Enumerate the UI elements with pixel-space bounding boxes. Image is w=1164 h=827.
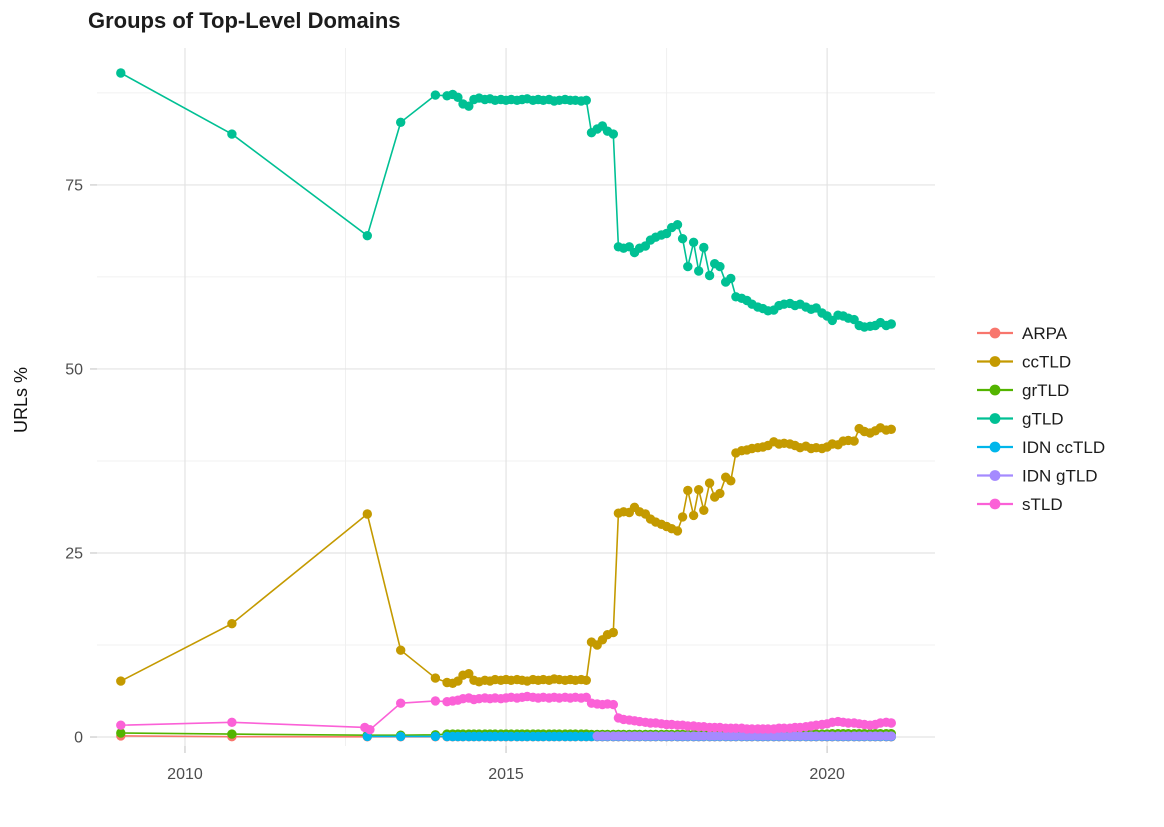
axis-labels: 0 25 50 75 2010 2015 2020	[65, 177, 845, 783]
data-point	[227, 729, 237, 739]
series-gtld	[116, 68, 896, 332]
data-point	[715, 261, 725, 272]
legend-key-dot	[989, 356, 1001, 367]
legend: ARPA ccTLD grTLD gTLD IDN ccTLD IDN gTLD sTLD	[977, 324, 1105, 514]
data-point	[430, 90, 441, 100]
legend-item-cctld: ccTLD	[977, 353, 1071, 372]
series-cctld	[116, 423, 896, 688]
data-point	[362, 231, 372, 241]
data-point	[464, 669, 474, 679]
legend-item-stld: sTLD	[977, 495, 1063, 514]
data-point	[608, 699, 618, 710]
data-point	[227, 129, 237, 139]
chart-title: Groups of Top-Level Domains	[88, 8, 401, 33]
legend-label: gTLD	[1022, 410, 1064, 429]
axis-ticks	[90, 184, 828, 753]
data-point	[430, 731, 441, 742]
x-tick-label: 2015	[488, 766, 524, 783]
data-point	[396, 117, 406, 128]
x-tick-label: 2020	[809, 766, 845, 783]
data-point	[715, 488, 725, 499]
data-point	[677, 512, 688, 522]
data-point	[886, 424, 896, 434]
data-point	[694, 485, 704, 495]
y-axis-title: URLs %	[11, 367, 31, 433]
legend-item-grtld: grTLD	[977, 381, 1069, 400]
data-point	[430, 673, 441, 683]
data-point	[688, 510, 699, 521]
y-tick-label: 0	[74, 730, 83, 747]
data-point	[396, 698, 406, 708]
data-point	[116, 68, 126, 78]
data-point	[886, 731, 896, 741]
data-point	[453, 92, 463, 103]
legend-key-dot	[989, 470, 1001, 481]
data-point	[677, 234, 688, 244]
data-point	[464, 101, 474, 111]
legend-item-gtld: gTLD	[977, 410, 1064, 429]
data-point	[581, 95, 591, 106]
data-point	[396, 731, 406, 742]
data-point	[699, 505, 709, 515]
y-tick-label: 25	[65, 545, 83, 562]
legend-label: ccTLD	[1022, 353, 1071, 372]
data-point	[608, 129, 618, 139]
series-layer	[116, 68, 896, 742]
legend-key-dot	[989, 498, 1001, 510]
data-point	[116, 676, 126, 686]
data-point	[699, 242, 709, 253]
legend-item-idn-gtld: IDN gTLD	[977, 467, 1098, 486]
legend-item-arpa: ARPA	[977, 324, 1068, 343]
data-point	[362, 509, 372, 519]
data-point	[227, 717, 237, 727]
gridlines	[97, 48, 935, 746]
data-point	[672, 526, 683, 536]
data-point	[683, 485, 693, 496]
y-tick-label: 50	[65, 361, 83, 378]
data-point	[430, 696, 441, 706]
legend-label: ARPA	[1022, 324, 1068, 343]
legend-key-dot	[989, 327, 1001, 339]
data-point	[726, 476, 736, 486]
data-point	[704, 270, 715, 281]
data-point	[365, 725, 375, 735]
data-point	[849, 436, 859, 446]
series-stld	[116, 691, 896, 735]
legend-key-dot	[989, 413, 1001, 424]
legend-label: sTLD	[1022, 495, 1063, 514]
data-point	[227, 619, 237, 629]
data-point	[704, 478, 715, 488]
legend-label: grTLD	[1022, 381, 1069, 400]
data-point	[688, 237, 699, 247]
data-point	[726, 273, 736, 284]
data-point	[396, 645, 406, 655]
data-point	[581, 675, 591, 685]
legend-label: IDN ccTLD	[1022, 438, 1105, 457]
y-tick-label: 75	[65, 177, 83, 194]
data-point	[683, 261, 693, 272]
x-tick-label: 2010	[167, 766, 203, 783]
data-point	[886, 718, 896, 728]
series-idn-gtld	[592, 731, 896, 741]
legend-key-dot	[989, 441, 1001, 453]
legend-label: IDN gTLD	[1022, 467, 1098, 486]
data-point	[886, 319, 896, 329]
legend-item-idn-cctld: IDN ccTLD	[977, 438, 1105, 457]
data-point	[672, 220, 683, 230]
data-point	[694, 266, 704, 276]
data-point	[608, 627, 618, 638]
data-point	[116, 720, 126, 730]
data-point	[116, 728, 126, 738]
legend-key-dot	[989, 384, 1001, 396]
